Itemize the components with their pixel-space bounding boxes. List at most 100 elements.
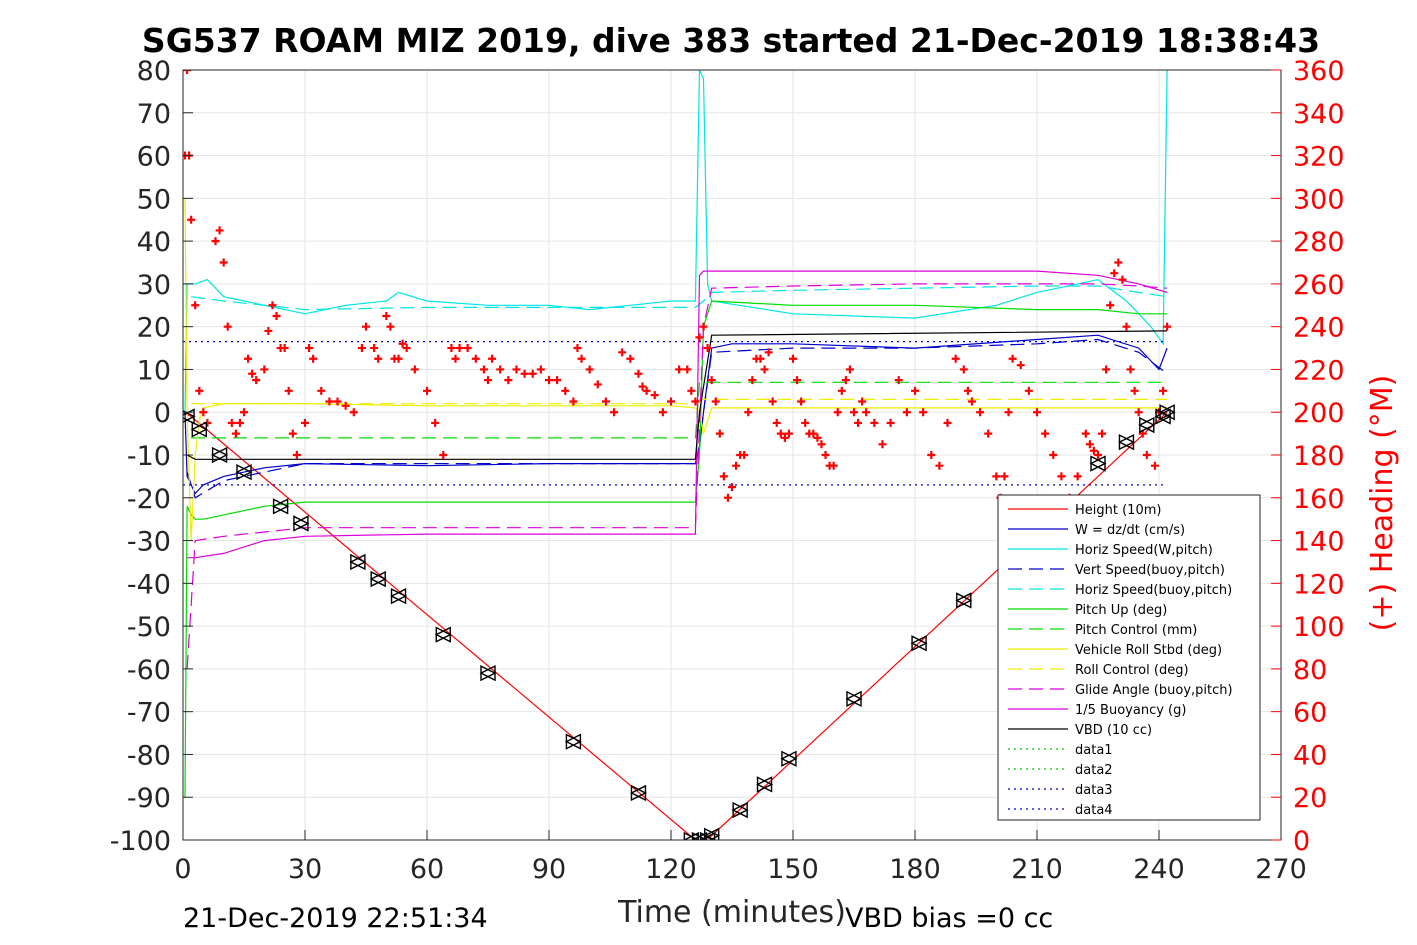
- depth-marker-right: [1159, 404, 1176, 421]
- heading-point: [695, 333, 704, 342]
- heading-point: [967, 397, 976, 406]
- heading-point: [394, 354, 403, 363]
- right-axis-label: (+) Heading (°M): [1365, 375, 1400, 632]
- heading-point: [536, 365, 545, 374]
- heading-point: [402, 344, 411, 353]
- heading-point: [667, 397, 675, 406]
- legend-label: VBD (10 cc): [1075, 723, 1152, 738]
- y-tick-label: -50: [127, 612, 171, 643]
- legend-label: data4: [1075, 803, 1113, 818]
- heading-point: [199, 408, 208, 417]
- heading-point: [902, 408, 911, 417]
- right-tick-label: 240: [1293, 313, 1345, 344]
- depth-marker-right: [703, 827, 721, 840]
- heading-point: [780, 433, 789, 442]
- heading-point: [1102, 365, 1111, 374]
- heading-point: [943, 418, 952, 427]
- depth-marker-right: [191, 421, 208, 438]
- heading-point: [618, 348, 627, 357]
- right-tick-label: 60: [1293, 698, 1327, 729]
- right-tick-label: 40: [1293, 740, 1327, 771]
- heading-point: [601, 397, 610, 406]
- heading-point: [728, 483, 736, 492]
- heading-point: [1089, 446, 1098, 455]
- heading-point: [833, 408, 842, 417]
- heading-point: [1142, 451, 1151, 459]
- x-tick-label: 150: [767, 854, 819, 885]
- heading-point: [219, 258, 228, 267]
- y-tick-label: -100: [110, 826, 171, 857]
- legend-label: data1: [1075, 743, 1113, 758]
- heading-point: [919, 408, 928, 417]
- y-tick-label: -40: [127, 569, 171, 600]
- y-tick-label: -10: [127, 441, 171, 472]
- heading-point: [288, 429, 297, 438]
- heading-point: [878, 440, 887, 449]
- right-tick-label: 300: [1293, 184, 1345, 215]
- y-tick-label: -90: [127, 783, 171, 814]
- heading-point: [687, 386, 696, 395]
- heading-point: [264, 326, 273, 335]
- chart-title: SG537 ROAM MIZ 2019, dive 383 started 21…: [142, 21, 1320, 60]
- depth-marker-right: [1139, 416, 1156, 434]
- heading-point: [357, 344, 366, 353]
- depth-marker-layer: [183, 404, 1176, 840]
- heading-point: [520, 369, 529, 378]
- heading-point: [211, 237, 220, 246]
- heading-point: [756, 354, 765, 363]
- x-tick-label: 120: [645, 854, 697, 885]
- heading-point: [691, 397, 700, 406]
- series-layer: [183, 70, 1168, 840]
- y-tick-label: -70: [127, 698, 171, 729]
- y-tick-label: 0: [154, 398, 171, 429]
- y-axis-left: 80 70 60 50 40 30 20 10 0 -10 -20 -30 -40 -50 -60 -70 -8…: [110, 56, 193, 857]
- depth-marker-right: [732, 801, 749, 819]
- heading-point: [959, 365, 968, 374]
- heading-point: [760, 365, 769, 374]
- heading-point: [634, 369, 643, 378]
- series-line-5: [184, 300, 1168, 798]
- heading-point: [553, 376, 562, 385]
- heading-point: [707, 376, 716, 385]
- x-tick-label: 60: [410, 854, 444, 885]
- series-line-7: [184, 198, 1168, 541]
- heading-point: [349, 408, 358, 417]
- heading-point: [683, 365, 692, 374]
- heading-point: [382, 311, 391, 320]
- depth-marker-right: [911, 635, 928, 652]
- right-tick-label: 120: [1293, 569, 1345, 600]
- heading-point: [1016, 361, 1025, 370]
- footer-timestamp: 21-Dec-2019 22:51:34: [183, 903, 488, 934]
- heading-point: [1159, 386, 1168, 395]
- heading-point: [423, 386, 431, 395]
- x-tick-label: 90: [532, 854, 566, 885]
- heading-point: [1081, 429, 1090, 438]
- heading-point: [496, 365, 505, 374]
- heading-point: [235, 418, 244, 427]
- heading-point: [793, 376, 802, 385]
- heading-point: [325, 397, 334, 406]
- heading-point: [715, 429, 724, 438]
- heading-point: [711, 397, 720, 406]
- heading-point: [561, 386, 570, 395]
- y-tick-label: 50: [137, 184, 171, 215]
- heading-point: [1085, 440, 1094, 449]
- heading-point: [341, 401, 350, 410]
- heading-point: [410, 365, 419, 374]
- depth-marker-right: [390, 588, 408, 605]
- heading-point: [317, 386, 326, 395]
- heading-point: [447, 344, 456, 353]
- y-tick-label: -30: [127, 527, 171, 558]
- heading-point: [569, 397, 578, 406]
- heading-point: [984, 429, 993, 438]
- heading-point: [976, 408, 985, 417]
- legend-label: Vert Speed(buoy,pitch): [1075, 563, 1225, 578]
- legend: Height (10m) W = dz/dt (cm/s) Horiz Speed(…: [997, 494, 1261, 821]
- depth-marker-right: [370, 570, 387, 588]
- depth-marker-right: [236, 463, 253, 481]
- heading-point: [1008, 354, 1017, 363]
- heading-point: [992, 472, 1001, 481]
- legend-label: Pitch Control (mm): [1075, 623, 1197, 638]
- right-tick-label: 80: [1293, 655, 1327, 686]
